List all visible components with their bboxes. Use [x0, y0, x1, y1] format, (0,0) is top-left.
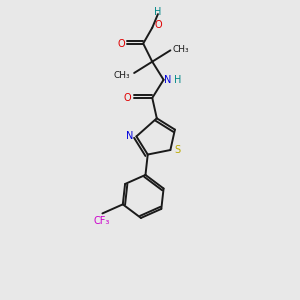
Text: H: H	[154, 7, 162, 17]
Text: O: O	[117, 38, 125, 49]
Text: S: S	[175, 145, 181, 155]
Text: N: N	[164, 75, 171, 85]
Text: CF₃: CF₃	[93, 216, 110, 226]
Text: CH₃: CH₃	[172, 45, 189, 54]
Text: O: O	[124, 93, 132, 103]
Text: N: N	[126, 131, 134, 141]
Text: O: O	[155, 20, 162, 30]
Text: CH₃: CH₃	[113, 71, 130, 80]
Text: H: H	[174, 75, 181, 85]
